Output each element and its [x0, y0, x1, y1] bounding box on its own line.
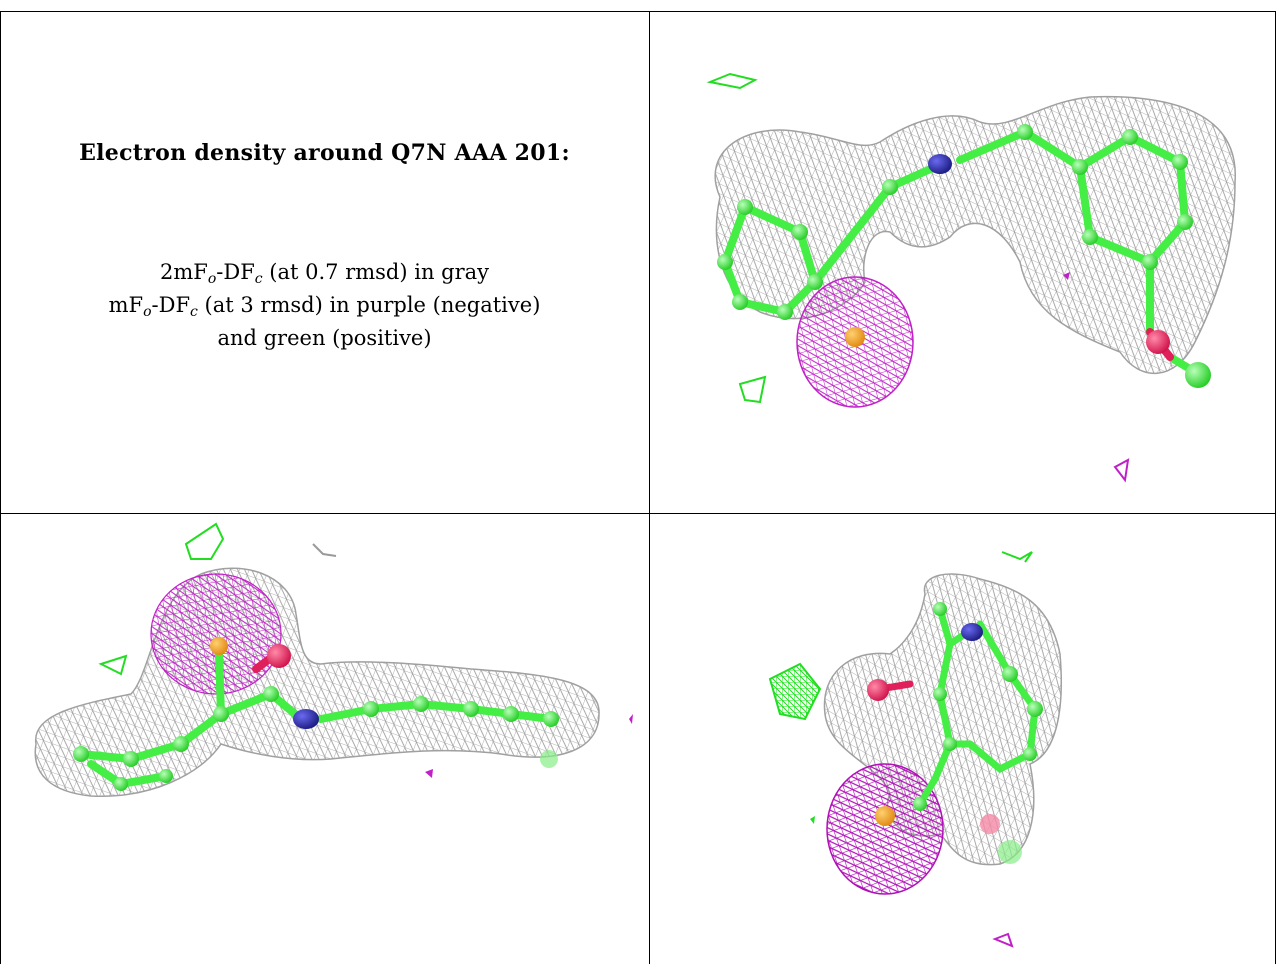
grid-top-border: [0, 11, 1276, 12]
grid-left-border: [0, 11, 1, 964]
density-view-bottom-right: [650, 514, 1275, 964]
legend-line-green: and green (positive): [217, 326, 432, 350]
grid-center-divider: [649, 11, 650, 964]
legend-line-gray: 2mFo-DFc (at 0.7 rmsd) in gray: [159, 260, 490, 287]
density-view-top-right: [650, 12, 1275, 512]
grid-middle-border: [0, 513, 1276, 514]
density-image-1: [706, 72, 1236, 483]
figure-title: Electron density around Q7N AAA 201:: [79, 140, 570, 166]
density-view-bottom-left: [1, 514, 649, 964]
density-image-2: [34, 522, 633, 797]
legend-cell: Electron density around Q7N AAA 201: 2mF…: [0, 12, 649, 512]
legend-text: 2mFo-DFc (at 0.7 rmsd) in gray mFo-DFc (…: [0, 256, 649, 355]
density-image-3: [768, 551, 1062, 948]
legend-line-purple: mFo-DFc (at 3 rmsd) in purple (negative): [108, 293, 541, 320]
